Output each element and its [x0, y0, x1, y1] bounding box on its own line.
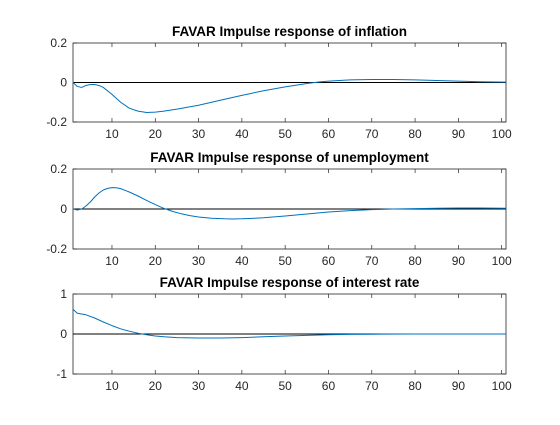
series-line-1: [72, 187, 507, 220]
x-tick-label: 30: [192, 254, 206, 268]
chart-title: FAVAR Impulse response of unemployment: [150, 150, 429, 165]
x-tick-label: 20: [149, 379, 163, 393]
x-tick-label: 70: [365, 254, 379, 268]
x-tick-label: 50: [278, 127, 292, 141]
x-tick-label: 20: [149, 254, 163, 268]
y-tick-label: -0.2: [46, 242, 67, 256]
x-tick-label: 50: [278, 254, 292, 268]
x-tick-label: 40: [235, 379, 249, 393]
x-tick-label: 60: [322, 379, 336, 393]
x-tick-label: 80: [408, 127, 422, 141]
x-tick-label: 50: [278, 379, 292, 393]
subplot-1: 10 20 30 40 50 60 70 80 90 100 -0.2 0 0.2 FAVAR Impul…: [46, 24, 512, 141]
x-tick-label: 100: [492, 127, 512, 141]
x-tick-label: 40: [235, 127, 249, 141]
x-tick-label: 40: [235, 254, 249, 268]
y-tick-label: -1: [56, 367, 67, 381]
y-tick-label: 1: [60, 287, 67, 301]
x-tick-label: 90: [452, 254, 466, 268]
x-tick-label: 70: [365, 127, 379, 141]
y-tick-label: 0.2: [50, 36, 67, 50]
y-tick-label: -0.2: [46, 115, 67, 129]
x-tick-label: 30: [192, 127, 206, 141]
x-tick-label: 100: [492, 379, 512, 393]
x-tick-label: 10: [105, 127, 119, 141]
x-tick-label: 10: [105, 254, 119, 268]
x-tick-label: 90: [452, 127, 466, 141]
x-tick-label: 80: [408, 379, 422, 393]
x-tick-label: 10: [105, 379, 119, 393]
y-tick-label: 0: [60, 327, 67, 341]
y-tick-label: 0: [60, 76, 67, 90]
x-tick-label: 20: [149, 127, 163, 141]
chart-title: FAVAR Impulse response of interest rate: [160, 275, 420, 290]
subplot-3: 10 20 30 40 50 60 70 80 90 100 -1 0 1 FAVAR Impulse r…: [56, 275, 512, 393]
y-tick-label: 0: [60, 202, 67, 216]
series-line-1: [72, 308, 507, 339]
x-tick-label: 60: [322, 127, 336, 141]
x-tick-label: 60: [322, 254, 336, 268]
series-line-1: [72, 79, 507, 114]
subplot-2: 10 20 30 40 50 60 70 80 90 100 -0.2 0 0.2 FAVAR Impul…: [46, 150, 512, 268]
x-tick-label: 80: [408, 254, 422, 268]
x-tick-label: 30: [192, 379, 206, 393]
chart-title: FAVAR Impulse response of inflation: [172, 24, 407, 39]
x-tick-label: 70: [365, 379, 379, 393]
y-tick-label: 0.2: [50, 162, 67, 176]
x-tick-label: 90: [452, 379, 466, 393]
x-tick-label: 100: [492, 254, 512, 268]
